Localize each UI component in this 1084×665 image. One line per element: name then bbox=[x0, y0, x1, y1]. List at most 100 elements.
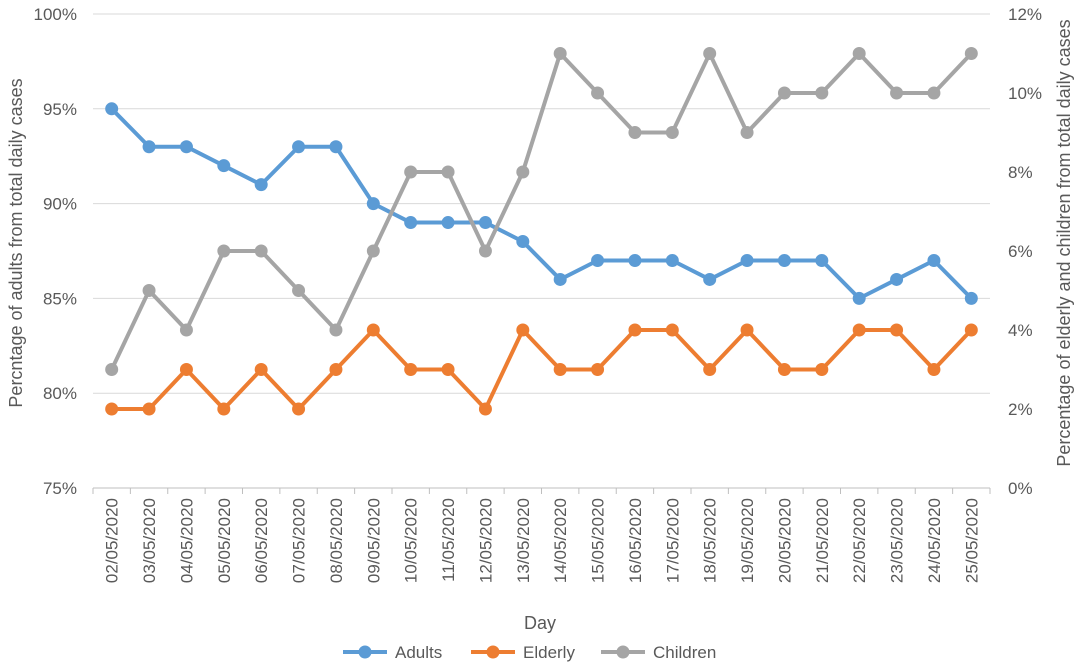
x-tick-label: 15/05/2020 bbox=[589, 498, 608, 583]
legend-marker bbox=[486, 645, 500, 659]
data-point-children bbox=[441, 165, 455, 179]
data-point-elderly bbox=[665, 323, 679, 337]
x-tick-label: 09/05/2020 bbox=[364, 498, 383, 583]
series-line-children bbox=[109, 51, 973, 371]
data-point-elderly bbox=[890, 323, 904, 337]
right-tick-label: 0% bbox=[1008, 479, 1033, 498]
left-axis-title: Percntage of adults from total daily cas… bbox=[6, 78, 26, 407]
data-point-elderly bbox=[478, 402, 492, 416]
x-tick-label: 05/05/2020 bbox=[215, 498, 234, 583]
data-point-children bbox=[815, 86, 829, 100]
series-line-adults bbox=[110, 107, 973, 301]
data-point-elderly bbox=[815, 363, 829, 376]
legend-label: Elderly bbox=[523, 643, 575, 662]
x-tick-label: 21/05/2020 bbox=[813, 498, 832, 583]
data-point-children bbox=[366, 244, 380, 258]
left-tick-label: 100% bbox=[34, 5, 77, 24]
axes bbox=[92, 487, 991, 494]
data-point-children bbox=[329, 323, 343, 337]
data-point-children bbox=[516, 165, 530, 179]
series-layer bbox=[105, 47, 978, 416]
right-tick-label: 6% bbox=[1008, 242, 1033, 261]
x-tick-label: 12/05/2020 bbox=[476, 498, 495, 583]
data-point-adults bbox=[478, 216, 492, 230]
x-tick-label: 19/05/2020 bbox=[738, 498, 757, 583]
x-tick-label: 04/05/2020 bbox=[177, 498, 196, 583]
x-tick-label: 06/05/2020 bbox=[252, 498, 271, 583]
left-tick-label: 85% bbox=[43, 289, 77, 308]
x-tick-label: 03/05/2020 bbox=[140, 498, 159, 583]
x-tick-label: 11/05/2020 bbox=[439, 498, 458, 582]
data-point-children bbox=[105, 363, 119, 376]
data-point-children bbox=[628, 126, 642, 139]
data-point-children bbox=[404, 165, 418, 179]
data-point-elderly bbox=[777, 363, 791, 376]
data-point-adults bbox=[404, 216, 418, 230]
data-point-adults bbox=[591, 253, 605, 267]
legend-item-adults: Adults bbox=[343, 643, 442, 662]
right-tick-label: 10% bbox=[1008, 84, 1042, 103]
legend-label: Adults bbox=[395, 643, 442, 662]
x-tick-label: 22/05/2020 bbox=[850, 498, 869, 583]
data-point-adults bbox=[516, 235, 530, 249]
data-point-elderly bbox=[179, 363, 193, 376]
x-tick-label: 10/05/2020 bbox=[402, 498, 421, 583]
x-tick-label: 23/05/2020 bbox=[888, 498, 907, 583]
data-point-children bbox=[703, 47, 717, 60]
right-tick-label: 4% bbox=[1008, 321, 1033, 340]
data-point-adults bbox=[665, 253, 679, 267]
series-line-elderly bbox=[111, 328, 973, 411]
left-tick-label: 75% bbox=[43, 479, 77, 498]
data-point-elderly bbox=[703, 363, 717, 376]
data-point-children bbox=[890, 86, 904, 100]
data-point-children bbox=[852, 47, 866, 60]
left-axis-ticks: 75% 80% 85% 90% 95% 100% bbox=[34, 5, 77, 498]
x-tick-label: 16/05/2020 bbox=[626, 498, 645, 583]
data-point-elderly bbox=[142, 402, 156, 416]
x-tick-label: 20/05/2020 bbox=[775, 498, 794, 583]
data-point-adults bbox=[254, 178, 268, 192]
right-tick-label: 2% bbox=[1008, 400, 1033, 419]
data-point-children bbox=[665, 126, 679, 139]
data-point-children bbox=[740, 126, 754, 139]
x-tick-label: 07/05/2020 bbox=[290, 498, 309, 583]
data-point-adults bbox=[890, 272, 904, 286]
data-point-elderly bbox=[553, 363, 567, 376]
x-tick-label: 02/05/2020 bbox=[103, 498, 122, 583]
right-tick-label: 12% bbox=[1008, 5, 1042, 24]
x-tick-label: 17/05/2020 bbox=[663, 498, 682, 583]
data-point-children bbox=[292, 284, 306, 297]
data-point-elderly bbox=[329, 363, 343, 376]
data-point-elderly bbox=[366, 323, 380, 337]
data-point-children bbox=[217, 244, 231, 258]
data-point-elderly bbox=[927, 363, 941, 376]
data-point-adults bbox=[441, 216, 455, 230]
data-point-adults bbox=[366, 197, 380, 211]
x-axis-ticks: 02/05/2020 03/05/2020 04/05/2020 05/05/2020… bbox=[103, 498, 982, 583]
data-point-children bbox=[179, 323, 193, 337]
data-point-children bbox=[927, 86, 941, 100]
data-point-adults bbox=[815, 253, 829, 267]
data-point-elderly bbox=[217, 402, 231, 416]
data-point-elderly bbox=[105, 402, 119, 416]
data-point-adults bbox=[179, 140, 193, 154]
legend-marker bbox=[358, 645, 372, 659]
data-point-elderly bbox=[591, 363, 605, 376]
data-point-adults bbox=[142, 140, 156, 154]
series-adults bbox=[105, 102, 978, 305]
data-point-children bbox=[964, 47, 978, 60]
right-axis-title: Percentage of elderly and children from … bbox=[1054, 19, 1074, 466]
data-point-children bbox=[478, 244, 492, 258]
x-tick-label: 14/05/2020 bbox=[551, 498, 570, 583]
data-point-adults bbox=[964, 291, 978, 305]
legend: Adults Elderly Children bbox=[343, 643, 716, 662]
data-point-elderly bbox=[516, 323, 530, 337]
data-point-adults bbox=[292, 140, 306, 154]
data-point-adults bbox=[217, 159, 231, 173]
data-point-children bbox=[591, 86, 605, 100]
data-point-elderly bbox=[404, 363, 418, 376]
data-point-children bbox=[254, 244, 268, 258]
x-tick-label: 08/05/2020 bbox=[327, 498, 346, 583]
